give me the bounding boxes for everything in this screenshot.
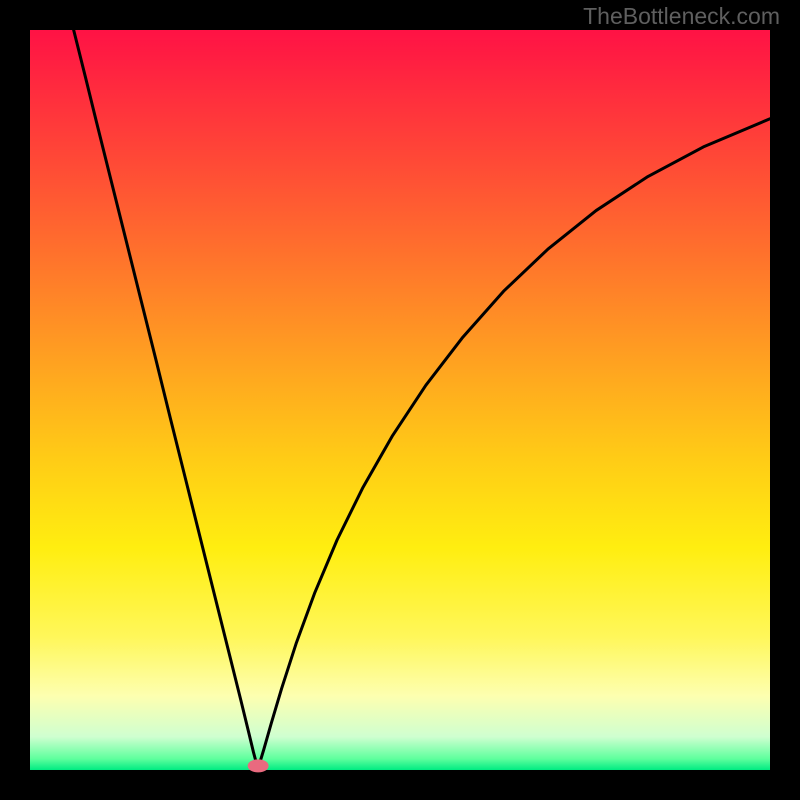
vertex-marker (248, 759, 269, 772)
plot-area (30, 30, 770, 770)
chart-frame: TheBottleneck.com (0, 0, 800, 800)
watermark-text: TheBottleneck.com (583, 3, 780, 30)
bottleneck-curve (30, 30, 770, 770)
